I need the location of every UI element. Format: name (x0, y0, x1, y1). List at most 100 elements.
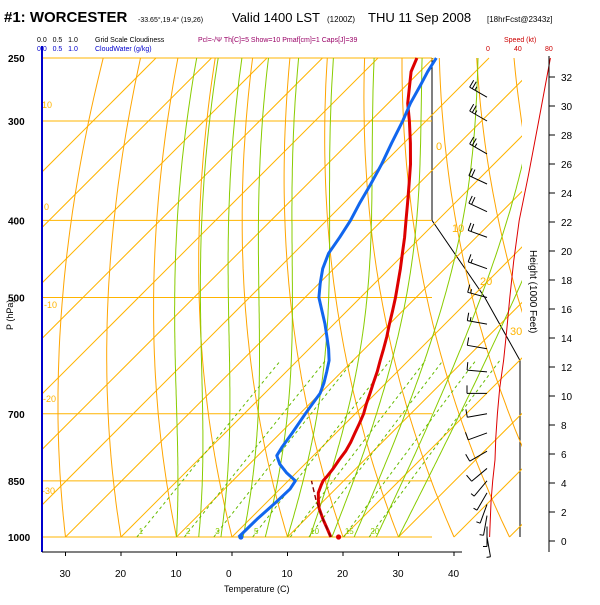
wind-barb-staff (470, 451, 487, 461)
wind-barb (468, 223, 487, 237)
wind-barb-flag (466, 409, 467, 417)
isotherm-line (565, 58, 600, 537)
wind-barb (476, 504, 487, 523)
mixing-ratio-label: 15 (345, 527, 354, 536)
height-tick-label: 12 (561, 363, 573, 374)
isotherm-label: -10 (44, 300, 57, 310)
speed-tick-80: 80 (545, 46, 553, 53)
wind-barb-flag (470, 317, 471, 321)
wind-barb-flag (467, 337, 468, 345)
isotherm-label: -40 (40, 552, 53, 562)
wind-barb-flag (472, 82, 476, 89)
height-tick-label: 30 (561, 102, 573, 113)
isotherm-line (510, 58, 600, 537)
height-tick-label: 2 (561, 508, 567, 519)
valid-date: THU 11 Sep 2008 (368, 10, 471, 25)
mixing-ratio-line (214, 361, 353, 538)
wind-barb-flag (470, 80, 474, 87)
height-tick-label: 14 (561, 334, 573, 345)
theta-label: 30 (510, 326, 522, 338)
wind-barb-flag (480, 535, 484, 536)
x-axis-label: Temperature (C) (224, 584, 290, 594)
grid-cloudiness-label: Grid Scale Cloudiness (95, 37, 165, 44)
isotherm-line (454, 58, 600, 537)
wind-barb-flag (467, 313, 468, 321)
height-tick-label: 32 (561, 73, 573, 84)
wind-barb-flag (466, 454, 470, 461)
height-tick-label: 20 (561, 247, 573, 258)
height-tick-label: 24 (561, 189, 573, 200)
height-tick-label: 22 (561, 218, 573, 229)
temperature-tick-label: 10 (171, 569, 183, 580)
cloudwater-label: CloudWater (g/kg) (95, 46, 152, 53)
wind-barb-staff (468, 433, 487, 440)
height-tick-label: 16 (561, 305, 573, 316)
wind-barb (480, 516, 487, 536)
cloud-cover-edge (432, 58, 520, 537)
wind-barb-staff (484, 516, 487, 536)
wind-barb (487, 537, 491, 557)
y-axis-label: P (hPa) (5, 300, 15, 330)
height-tick-label: 4 (561, 479, 567, 490)
wind-barb (469, 196, 487, 212)
height-tick-label: 18 (561, 276, 573, 287)
indices-text: Pcl=-/Ψ Th[C]=5 Show=10 Pmaf[cm]=1 Caps[… (198, 37, 357, 44)
wind-barb (465, 432, 487, 440)
y2-axis-label: Height (1000 Feet) (527, 250, 538, 333)
pressure-tick-label: 700 (8, 410, 25, 421)
wind-barb-flag (474, 508, 477, 510)
forecast-label: [18hrFcst@2343z] (487, 15, 552, 24)
isotherm-label: 0 (44, 202, 49, 212)
cloudwater-ticks: 0.0 0.5 1.0 (37, 46, 78, 53)
wind-barb-flag (476, 522, 480, 523)
wind-barb (469, 168, 487, 184)
theta-label: 10 (452, 223, 464, 235)
wind-barb-flag (471, 224, 474, 232)
wind-barb-staff (467, 414, 487, 417)
height-tick-label: 0 (561, 537, 567, 548)
wind-barb-staff (467, 370, 487, 372)
wind-barb-flag (472, 197, 475, 204)
temperature-tick-label: 30 (60, 569, 72, 580)
mixing-ratio-label: 5 (254, 527, 259, 536)
chart-title: #1: WORCESTER (4, 9, 128, 26)
wind-barb (474, 493, 487, 510)
height-tick-label: 8 (561, 421, 567, 432)
mixing-ratio-label: 2 (186, 527, 191, 536)
wind-barb-flag (471, 494, 474, 497)
sounding-series (238, 58, 436, 540)
dry-adiabat-line (514, 58, 600, 537)
isotherm-label: -20 (43, 394, 56, 404)
temperature-tick-label: 20 (337, 569, 349, 580)
surface-temperature-marker (336, 534, 341, 539)
wind-barb-flag (467, 475, 472, 481)
wind-barb (471, 481, 487, 496)
mixing-ratio-label: 3 (215, 527, 220, 536)
wind-barb-flag (472, 139, 476, 146)
temperature-tick-label: 10 (282, 569, 294, 580)
wind-barb-flag (487, 557, 491, 558)
grid-cloudiness-ticks: 0.0 0.5 1.0 (37, 37, 78, 44)
mixing-ratio-label: 20 (370, 527, 379, 536)
wind-barb-flag (471, 259, 472, 263)
cloud-cover-layer (432, 58, 520, 537)
pressure-tick-label: 300 (8, 117, 25, 128)
isotherm-label: 10 (42, 100, 52, 110)
temperature-tick-label: 20 (115, 569, 127, 580)
wind-barb-staff (474, 481, 487, 496)
wind-barb-flag (470, 104, 474, 111)
wind-barb-staff (472, 468, 487, 481)
wind-barb-flag (468, 254, 471, 262)
pressure-tick-label: 400 (8, 216, 25, 227)
location-coords: -33.65°,19.4° (19,26) (138, 16, 203, 24)
wind-barb-flag (472, 170, 475, 177)
wind-barb-flag (468, 223, 471, 231)
pressure-tick-label: 850 (8, 477, 25, 488)
wind-barb-flag (467, 362, 468, 370)
temperature-tick-label: 30 (393, 569, 405, 580)
wind-barb-flag (465, 432, 468, 440)
wind-barb-flag (469, 196, 472, 203)
